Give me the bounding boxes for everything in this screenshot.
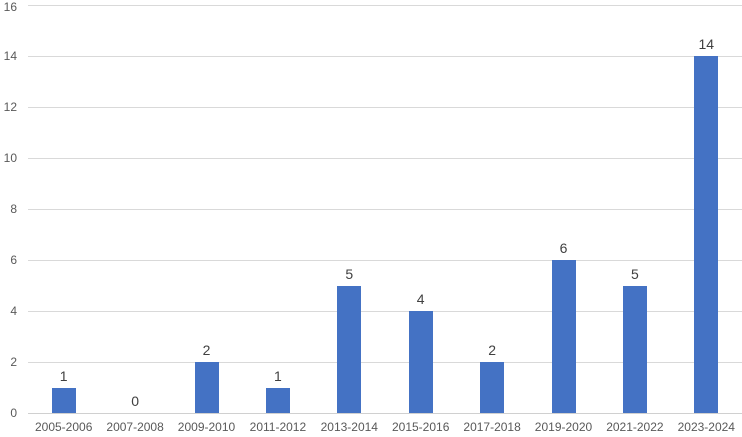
x-axis-tick-label: 2013-2014 xyxy=(320,420,378,434)
bar xyxy=(694,56,719,413)
bar-data-label: 2 xyxy=(488,342,496,358)
gridline xyxy=(28,56,742,57)
gridline xyxy=(28,158,742,159)
x-axis-tick-label: 2023-2024 xyxy=(677,420,735,434)
x-axis-tick-label: 2015-2016 xyxy=(391,420,450,434)
bar-data-label: 14 xyxy=(698,36,715,52)
bar-data-label: 6 xyxy=(559,240,568,256)
y-axis-tick-label: 16 xyxy=(3,0,17,14)
bar xyxy=(265,387,290,413)
y-axis-tick-label: 14 xyxy=(3,49,17,63)
gridline xyxy=(28,362,742,363)
bar-data-label: 0 xyxy=(131,393,139,409)
bar xyxy=(51,387,76,413)
x-axis-tick-label: 2017-2018 xyxy=(463,420,521,434)
y-axis-tick-label: 12 xyxy=(3,100,17,114)
x-axis-tick-label: 2021-2022 xyxy=(606,420,664,434)
bar-data-label: 4 xyxy=(416,291,425,307)
y-axis-tick-label: 4 xyxy=(10,304,17,318)
y-axis-tick-label: 0 xyxy=(10,406,17,420)
gridline xyxy=(28,5,742,6)
bar xyxy=(408,311,433,413)
bar-data-label: 5 xyxy=(630,265,639,282)
bar xyxy=(480,362,505,413)
x-axis-tick-label: 2005-2006 xyxy=(34,420,93,434)
bar xyxy=(622,285,647,413)
x-axis-line xyxy=(28,413,742,414)
y-axis-tick-label: 10 xyxy=(3,151,17,165)
bar-data-label: 5 xyxy=(345,265,354,282)
y-axis-tick-label: 6 xyxy=(10,253,17,267)
x-axis-tick-label: 2019-2020 xyxy=(534,420,593,434)
gridline xyxy=(28,209,742,210)
bar xyxy=(194,362,219,413)
x-axis-tick-label: 2007-2008 xyxy=(106,420,164,434)
y-axis-tick-label: 8 xyxy=(10,202,17,216)
bar-data-label: 1 xyxy=(273,367,282,384)
bar-data-label: 2 xyxy=(202,342,211,358)
gridline xyxy=(28,260,742,261)
gridline xyxy=(28,311,742,312)
bar xyxy=(551,260,576,413)
gridline xyxy=(28,107,742,108)
bar-data-label: 1 xyxy=(59,367,68,384)
bar xyxy=(337,285,362,413)
x-axis-tick-label: 2011-2012 xyxy=(249,420,307,434)
y-axis-tick-label: 2 xyxy=(10,355,17,369)
x-axis-tick-label: 2009-2010 xyxy=(177,420,236,434)
